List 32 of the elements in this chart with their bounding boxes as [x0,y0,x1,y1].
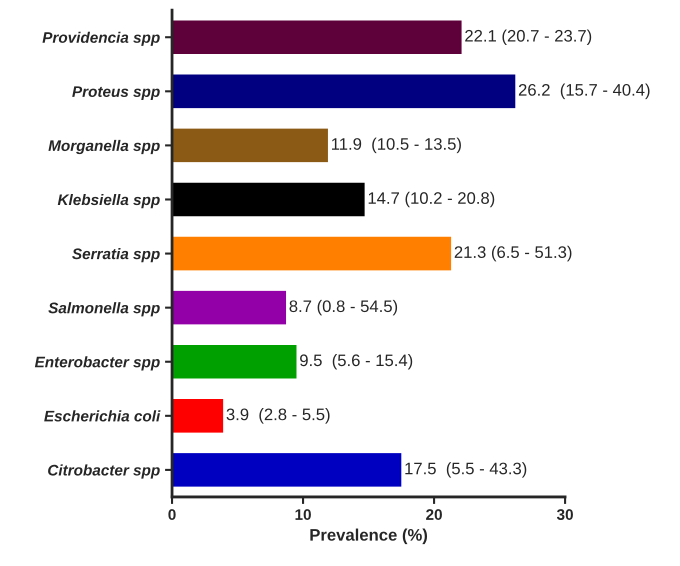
x-tick-label: 0 [168,509,176,520]
x-tick-label: 10 [296,509,311,520]
y-tick-label: Klebsiella spp [58,194,160,208]
data-label: 8.7 (0.8 - 54.5) [290,300,398,316]
y-tick-label: Providencia spp [42,32,160,46]
y-tick-label: Proteus spp [72,86,160,100]
bar [172,182,365,216]
bar [172,453,402,487]
data-label: 9.5 (5.6 - 15.4) [300,354,412,370]
data-label: 22.1 (20.7 - 23.7) [465,29,592,45]
y-tick-label: Citrobacter spp [48,464,160,479]
x-axis-title: Prevalence (%) [310,528,428,544]
data-label: 21.3 (6.5 - 51.3) [454,246,572,262]
y-tick-label: Escherichia coli [44,410,161,422]
data-label: 17.5 (5.5 - 43.3) [405,462,526,478]
bar [172,20,462,54]
y-tick-label: Salmonella spp [48,302,160,316]
bar [172,236,452,270]
data-label: 14.7 (10.2 - 20.8) [368,192,494,208]
data-label: 3.9 (2.8 - 5.5) [226,408,330,424]
y-tick-label: Enterobacter spp [34,356,160,370]
data-label: 26.2 (15.7 - 40.4) [518,84,650,100]
bar [172,344,297,379]
bar [172,290,286,324]
bar [172,128,328,162]
x-tick-label: 20 [426,509,442,520]
y-tick-label: Serratia spp [72,248,160,262]
bar [172,74,516,108]
data-label: 11.9 (10.5 - 13.5) [332,138,461,154]
y-tick-label: Morganella spp [48,140,160,154]
bar [172,399,224,433]
x-tick-label: 30 [556,509,573,520]
